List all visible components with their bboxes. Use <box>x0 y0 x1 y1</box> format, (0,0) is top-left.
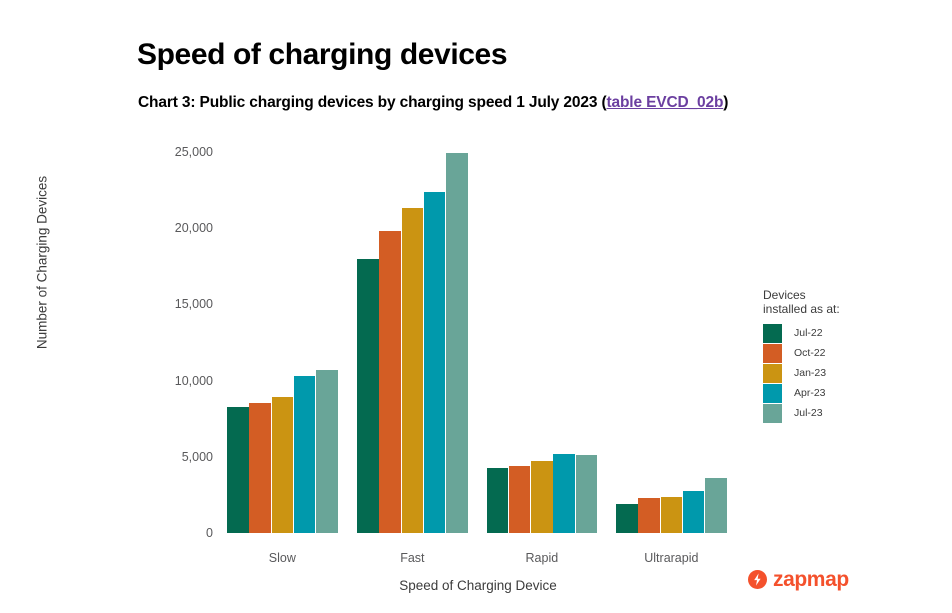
legend-swatch <box>763 403 782 423</box>
bar-ultrarapid-jul-22 <box>616 504 638 533</box>
legend-item-jul-23[interactable]: Jul-23 <box>763 403 840 423</box>
x-axis-title: Speed of Charging Device <box>399 578 557 593</box>
bar-ultrarapid-jan-23 <box>660 497 683 533</box>
y-axis-tick-label: 15,000 <box>174 297 213 312</box>
chart-subtitle-suffix: ) <box>723 94 729 111</box>
x-axis-tick-label: Fast <box>400 551 425 565</box>
legend-swatch <box>763 323 782 343</box>
bar-fast-jul-22 <box>357 259 379 533</box>
bar-rapid-jul-23 <box>575 454 598 533</box>
y-axis-tick-label: 0 <box>206 526 213 540</box>
legend-item-label: Jul-22 <box>794 327 823 339</box>
chart-subtitle-prefix: Chart 3: Public charging devices by char… <box>138 94 607 111</box>
legend-item-label: Jul-23 <box>794 407 823 419</box>
legend-item-label: Jan-23 <box>794 367 827 379</box>
legend-items: Jul-22 Oct-22 Jan-23 Apr-23 Jul-23 <box>763 323 840 423</box>
x-axis-tick-label: Slow <box>268 551 296 565</box>
y-axis-ticks: 0 5,000 10,000 15,000 20,000 25,000 <box>153 0 213 613</box>
x-axis-tick-label: Ultrarapid <box>644 551 699 565</box>
bar-slow-apr-23 <box>293 376 316 533</box>
page-title: Speed of charging devices <box>137 38 508 72</box>
bar-slow-jul-22 <box>227 407 249 533</box>
legend-item-label: Apr-23 <box>794 387 826 399</box>
legend: Devices installed as at: Jul-22 Oct-22 Jan… <box>763 288 840 423</box>
bar-rapid-jul-22 <box>486 468 508 533</box>
bar-rapid-oct-22 <box>508 466 531 533</box>
legend-item-jul-22[interactable]: Jul-22 <box>763 323 840 343</box>
bar-slow-jul-23 <box>316 369 338 533</box>
chart-subtitle: Chart 3: Public charging devices by char… <box>138 94 728 112</box>
bar-slow-oct-22 <box>249 402 271 533</box>
legend-item-jan-23[interactable]: Jan-23 <box>763 363 840 383</box>
bar-fast-jul-23 <box>446 152 468 533</box>
bar-fast-jan-23 <box>401 207 424 533</box>
x-axis-tick-label: Rapid <box>525 551 559 565</box>
legend-swatch <box>763 363 782 383</box>
bar-rapid-jan-23 <box>531 461 553 533</box>
zapmap-logo: zapmap <box>748 568 849 591</box>
bar-ultrarapid-apr-23 <box>682 491 705 533</box>
bar-fast-oct-22 <box>379 230 401 533</box>
legend-item-oct-22[interactable]: Oct-22 <box>763 343 840 363</box>
legend-swatch <box>763 343 782 363</box>
bar-ultrarapid-jul-23 <box>705 478 727 533</box>
y-axis-tick-label: 25,000 <box>174 145 213 159</box>
legend-title: Devices installed as at: <box>763 288 840 316</box>
bar-rapid-apr-23 <box>553 454 575 533</box>
legend-item-label: Oct-22 <box>794 347 826 359</box>
lightning-bolt-icon <box>748 570 767 589</box>
y-axis-tick-label: 20,000 <box>174 221 213 236</box>
legend-swatch <box>763 383 782 403</box>
zapmap-wordmark: zapmap <box>773 568 849 591</box>
table-evcd-02b-link[interactable]: table EVCD_02b <box>606 94 724 111</box>
y-axis-tick-label: 10,000 <box>174 373 213 388</box>
bar-ultrarapid-oct-22 <box>638 497 660 533</box>
legend-item-apr-23[interactable]: Apr-23 <box>763 383 840 403</box>
bar-fast-apr-23 <box>423 192 446 533</box>
y-axis-tick-label: 5,000 <box>181 449 213 464</box>
bar-slow-jan-23 <box>271 396 294 533</box>
